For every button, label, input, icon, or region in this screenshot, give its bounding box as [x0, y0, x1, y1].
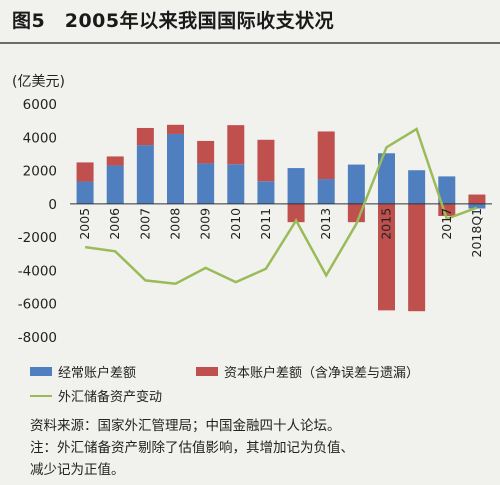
note-line-2: 减少记为正值。: [30, 462, 125, 478]
reserve-change-line: [84, 127, 478, 285]
capital-account-bar: [347, 203, 365, 223]
current-account-bar: [468, 203, 486, 209]
current-account-bar: [347, 164, 365, 204]
y-tick-label: 0: [48, 197, 57, 213]
capital-account-bar: [227, 125, 245, 165]
figure-title: 图5 2005年以来我国国际收支状况: [12, 10, 335, 32]
current-account-bar: [378, 153, 395, 204]
capital-account-bar: [287, 203, 305, 223]
y-tick-label: 6000: [23, 97, 57, 113]
legend-capital-account: 资本账户差额（含净误差与遗漏）: [196, 362, 419, 381]
current-account-swatch: [30, 367, 52, 376]
y-tick-label: 4000: [23, 130, 57, 146]
y-tick-label: 2000: [23, 164, 57, 180]
source-note: 资料来源：国家外汇管理局；中国金融四十人论坛。: [30, 418, 341, 434]
current-account-bar: [438, 176, 456, 204]
x-tick-label: 2009: [198, 208, 213, 240]
x-tick-label: 2015: [379, 208, 394, 240]
legend-current-account-label: 经常账户差额: [58, 366, 137, 381]
x-tick-label: 2007: [137, 208, 152, 240]
current-account-bar: [136, 145, 154, 204]
reserves-swatch: [30, 394, 52, 397]
capital-account-bar: [106, 156, 124, 166]
y-tick-label: -4000: [18, 263, 57, 279]
x-tick-label: 2010: [228, 208, 243, 240]
current-account-bar: [106, 165, 124, 204]
x-tick-label: 2005: [77, 208, 92, 240]
x-tick-label: 2018Q1: [469, 208, 484, 258]
current-account-bar: [257, 181, 275, 204]
legend-capital-account-label: 资本账户差额（含净误差与遗漏）: [224, 366, 420, 381]
current-account-bar: [167, 133, 184, 204]
note-line-1: 注：外汇储备资产剔除了估值影响，其增加记为负值、: [30, 440, 354, 456]
current-account-bar: [317, 179, 335, 204]
x-tick-label: 2008: [168, 208, 183, 240]
current-account-bar: [227, 164, 245, 204]
capital-account-bar: [167, 124, 184, 134]
y-tick-label: -8000: [18, 330, 57, 346]
capital-account-bar: [317, 131, 335, 180]
current-account-bar: [408, 170, 426, 204]
current-account-bar: [287, 168, 305, 204]
capital-account-bar: [197, 140, 215, 164]
capital-account-bar: [468, 194, 486, 204]
x-tick-label: 2011: [258, 208, 273, 240]
x-tick-label: 2006: [107, 208, 122, 240]
capital-account-bar: [136, 127, 154, 146]
capital-account-bar: [76, 162, 94, 182]
title-divider: [0, 42, 500, 44]
capital-account-bar: [408, 203, 426, 312]
bars: [76, 124, 486, 312]
x-tick-label: 2017: [439, 208, 454, 240]
capital-account-bar: [378, 203, 395, 311]
x-axis-labels: 2005 2006 2007 2008 2009 2010 2011 2013 2015 2017…: [77, 208, 484, 258]
legend-current-account: 经常账户差额: [30, 362, 136, 381]
capital-account-bar: [257, 139, 275, 182]
y-axis-label: (亿美元): [12, 74, 65, 90]
legend-reserves: 外汇储备资产变动: [30, 386, 162, 405]
capital-account-swatch: [196, 367, 218, 376]
y-tick-label: -6000: [18, 297, 57, 313]
y-axis: -8000 -6000 -4000 -2000 0 2000 4000 6000: [18, 97, 57, 346]
x-tick-label: 2013: [318, 208, 333, 240]
current-account-bar: [76, 181, 94, 204]
current-account-bar: [197, 163, 215, 204]
legend-reserves-label: 外汇储备资产变动: [58, 390, 163, 405]
y-tick-label: -2000: [18, 230, 57, 246]
